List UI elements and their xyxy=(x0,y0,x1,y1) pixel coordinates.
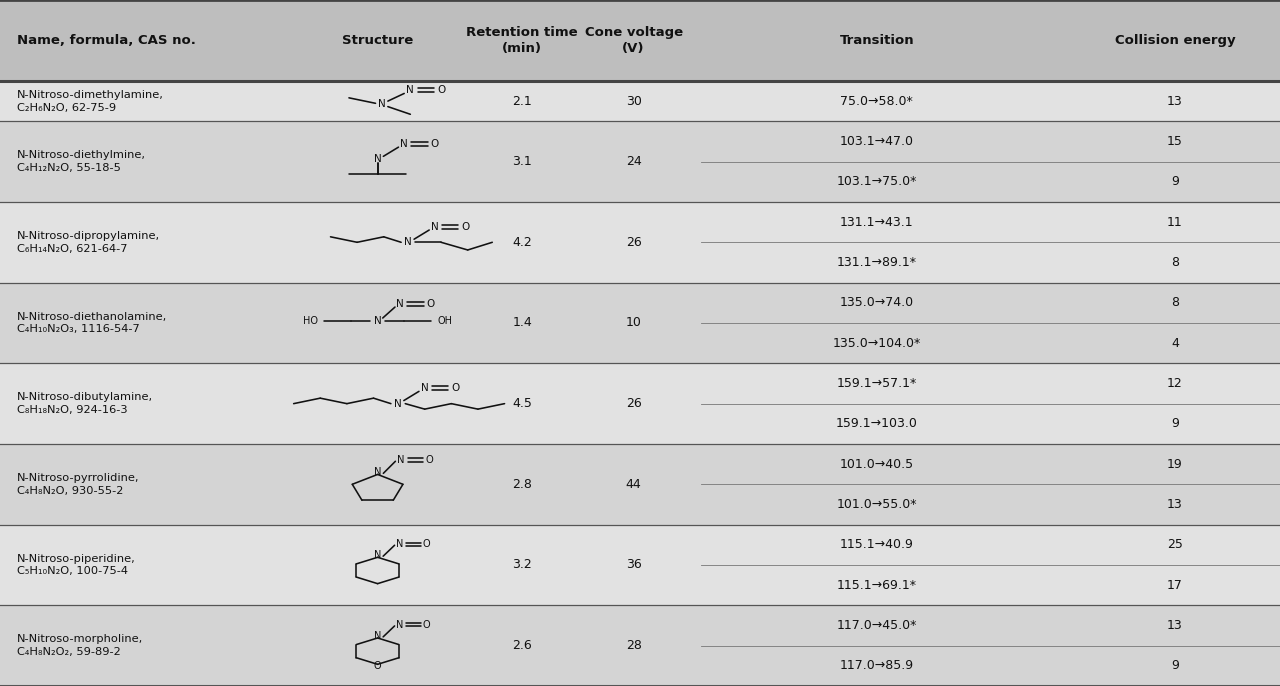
Text: 2.6: 2.6 xyxy=(512,639,532,652)
Bar xyxy=(0,81,1280,121)
Bar xyxy=(0,121,1280,202)
Text: 3.1: 3.1 xyxy=(512,155,532,168)
Text: 2.8: 2.8 xyxy=(512,478,532,490)
Text: N-Nitroso-piperidine,
C₅H₁₀N₂O, 100-75-4: N-Nitroso-piperidine, C₅H₁₀N₂O, 100-75-4 xyxy=(17,554,136,576)
Text: 4.5: 4.5 xyxy=(512,397,532,410)
Text: O: O xyxy=(452,383,460,393)
Text: 44: 44 xyxy=(626,478,641,490)
Text: Transition: Transition xyxy=(840,34,914,47)
Text: 9: 9 xyxy=(1171,659,1179,672)
Text: N: N xyxy=(431,222,439,232)
Text: N: N xyxy=(374,467,381,477)
Text: 36: 36 xyxy=(626,558,641,571)
Bar xyxy=(0,0,1280,81)
Text: O: O xyxy=(426,456,434,465)
Text: N-Nitroso-morpholine,
C₄H₈N₂O₂, 59-89-2: N-Nitroso-morpholine, C₄H₈N₂O₂, 59-89-2 xyxy=(17,635,143,657)
Text: 135.0→74.0: 135.0→74.0 xyxy=(840,296,914,309)
Text: 117.0→85.9: 117.0→85.9 xyxy=(840,659,914,672)
Bar xyxy=(0,364,1280,444)
Text: N: N xyxy=(407,85,415,95)
Text: N: N xyxy=(397,620,403,630)
Text: O: O xyxy=(374,661,381,672)
Text: O: O xyxy=(422,539,430,549)
Text: Retention time
(min): Retention time (min) xyxy=(466,26,579,55)
Text: 9: 9 xyxy=(1171,176,1179,188)
Text: HO: HO xyxy=(302,316,317,326)
Text: 10: 10 xyxy=(626,316,641,329)
Text: 30: 30 xyxy=(626,95,641,108)
Text: N: N xyxy=(378,99,385,109)
Text: 117.0→45.0*: 117.0→45.0* xyxy=(837,619,916,632)
Text: N-Nitroso-dipropylamine,
C₆H₁₄N₂O, 621-64-7: N-Nitroso-dipropylamine, C₆H₁₄N₂O, 621-6… xyxy=(17,231,160,254)
Text: OH: OH xyxy=(438,316,453,326)
Text: 15: 15 xyxy=(1167,135,1183,148)
Text: 115.1→69.1*: 115.1→69.1* xyxy=(837,579,916,591)
Text: N-Nitroso-diethylmine,
C₄H₁₂N₂O, 55-18-5: N-Nitroso-diethylmine, C₄H₁₂N₂O, 55-18-5 xyxy=(17,150,146,173)
Text: 3.2: 3.2 xyxy=(512,558,532,571)
Text: 4: 4 xyxy=(1171,337,1179,350)
Text: N: N xyxy=(421,383,429,393)
Bar xyxy=(0,605,1280,686)
Text: N: N xyxy=(401,139,408,149)
Text: 26: 26 xyxy=(626,397,641,410)
Bar xyxy=(0,444,1280,525)
Text: Cone voltage
(V): Cone voltage (V) xyxy=(585,26,682,55)
Text: N: N xyxy=(394,399,402,409)
Text: 24: 24 xyxy=(626,155,641,168)
Text: 75.0→58.0*: 75.0→58.0* xyxy=(841,95,913,108)
Text: Name, formula, CAS no.: Name, formula, CAS no. xyxy=(17,34,196,47)
Text: 19: 19 xyxy=(1167,458,1183,471)
Text: 12: 12 xyxy=(1167,377,1183,390)
Text: 26: 26 xyxy=(626,236,641,249)
Text: 135.0→104.0*: 135.0→104.0* xyxy=(833,337,920,350)
Text: 13: 13 xyxy=(1167,619,1183,632)
Text: 1.4: 1.4 xyxy=(512,316,532,329)
Text: 13: 13 xyxy=(1167,498,1183,511)
Text: 131.1→89.1*: 131.1→89.1* xyxy=(837,256,916,269)
Text: N-Nitroso-pyrrolidine,
C₄H₈N₂O, 930-55-2: N-Nitroso-pyrrolidine, C₄H₈N₂O, 930-55-2 xyxy=(17,473,140,496)
Text: N: N xyxy=(374,316,381,326)
Text: N: N xyxy=(374,550,381,560)
Text: 13: 13 xyxy=(1167,95,1183,108)
Text: 9: 9 xyxy=(1171,417,1179,430)
Text: N: N xyxy=(374,154,381,165)
Text: 159.1→57.1*: 159.1→57.1* xyxy=(837,377,916,390)
Text: N: N xyxy=(397,299,404,309)
Text: O: O xyxy=(431,139,439,149)
Text: Collision energy: Collision energy xyxy=(1115,34,1235,47)
Text: 4.2: 4.2 xyxy=(512,236,532,249)
Text: 2.1: 2.1 xyxy=(512,95,532,108)
Text: 131.1→43.1: 131.1→43.1 xyxy=(840,215,914,228)
Text: O: O xyxy=(436,85,445,95)
Text: 8: 8 xyxy=(1171,296,1179,309)
Text: 28: 28 xyxy=(626,639,641,652)
Text: 159.1→103.0: 159.1→103.0 xyxy=(836,417,918,430)
Text: 115.1→40.9: 115.1→40.9 xyxy=(840,539,914,552)
Text: 101.0→40.5: 101.0→40.5 xyxy=(840,458,914,471)
Text: 8: 8 xyxy=(1171,256,1179,269)
Text: Structure: Structure xyxy=(342,34,413,47)
Text: 103.1→47.0: 103.1→47.0 xyxy=(840,135,914,148)
Bar xyxy=(0,525,1280,605)
Text: 101.0→55.0*: 101.0→55.0* xyxy=(837,498,916,511)
Text: N-Nitroso-dibutylamine,
C₈H₁₈N₂O, 924-16-3: N-Nitroso-dibutylamine, C₈H₁₈N₂O, 924-16… xyxy=(17,392,152,415)
Text: 25: 25 xyxy=(1167,539,1183,552)
Text: O: O xyxy=(426,299,435,309)
Bar xyxy=(0,202,1280,283)
Text: N: N xyxy=(374,631,381,641)
Text: O: O xyxy=(462,222,470,232)
Text: N: N xyxy=(404,237,412,247)
Text: 11: 11 xyxy=(1167,215,1183,228)
Text: N-Nitroso-diethanolamine,
C₄H₁₀N₂O₃, 1116-54-7: N-Nitroso-diethanolamine, C₄H₁₀N₂O₃, 111… xyxy=(17,311,166,334)
Text: N: N xyxy=(397,539,403,549)
Text: O: O xyxy=(422,620,430,630)
Text: 17: 17 xyxy=(1167,579,1183,591)
Bar xyxy=(0,283,1280,364)
Text: N: N xyxy=(397,456,404,465)
Text: N-Nitroso-dimethylamine,
C₂H₆N₂O, 62-75-9: N-Nitroso-dimethylamine, C₂H₆N₂O, 62-75-… xyxy=(17,90,164,113)
Text: 103.1→75.0*: 103.1→75.0* xyxy=(837,176,916,188)
